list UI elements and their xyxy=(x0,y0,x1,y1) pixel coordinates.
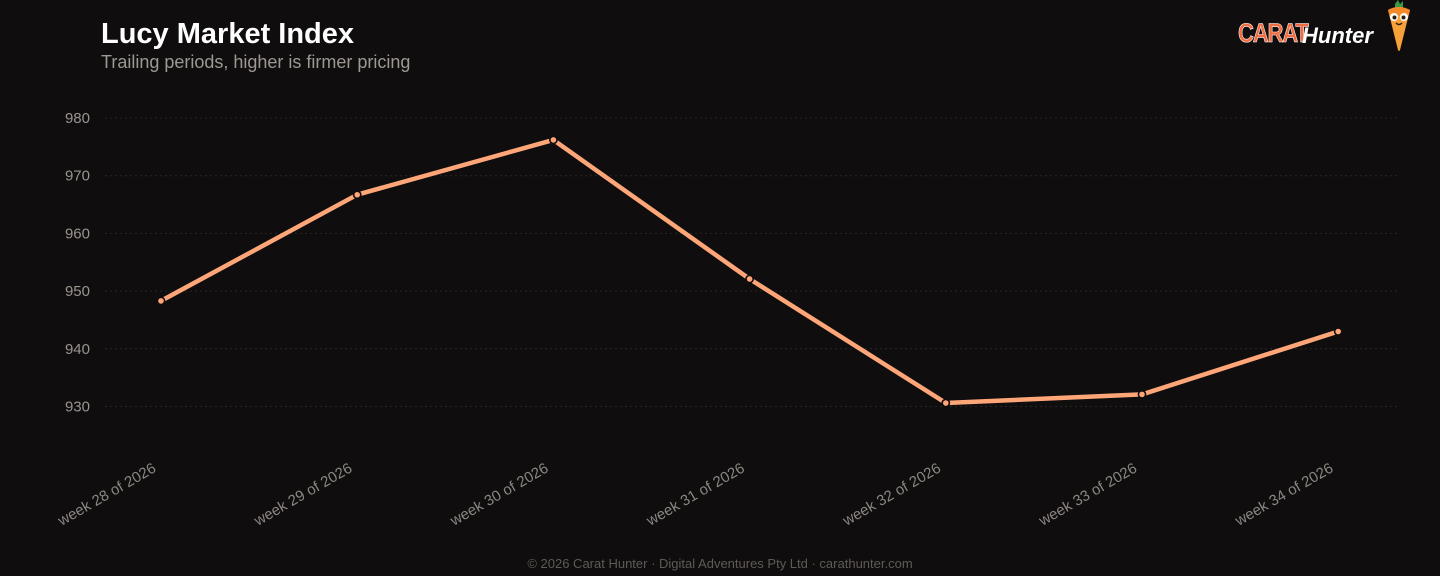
data-point[interactable] xyxy=(549,135,558,145)
x-tick-label: week 33 of 2026 xyxy=(1035,460,1140,530)
x-tick-label: week 34 of 2026 xyxy=(1231,460,1336,530)
data-point[interactable] xyxy=(941,398,951,408)
brand-logo[interactable]: CARAT Hunter xyxy=(1238,0,1428,56)
y-tick-label: 950 xyxy=(65,283,90,300)
data-point[interactable] xyxy=(745,274,754,284)
data-points xyxy=(156,135,1343,408)
x-axis-ticks: week 28 of 2026 week 29 of 2026 week 30 of… xyxy=(54,460,1336,530)
data-point[interactable] xyxy=(352,190,362,200)
data-point[interactable] xyxy=(1137,389,1147,399)
grid-lines xyxy=(105,117,1398,407)
y-tick-label: 960 xyxy=(65,225,90,242)
data-point[interactable] xyxy=(1333,327,1343,336)
y-tick-label: 980 xyxy=(65,110,90,127)
x-tick-label: week 32 of 2026 xyxy=(839,460,944,530)
y-tick-label: 940 xyxy=(65,341,90,358)
data-point[interactable] xyxy=(156,296,166,306)
x-tick-label: week 28 of 2026 xyxy=(54,460,159,530)
brand-hunter-wordmark: Hunter xyxy=(1302,23,1373,48)
series-line xyxy=(158,137,1341,406)
brand-carat-wordmark: CARAT xyxy=(1238,18,1309,49)
y-tick-label: 930 xyxy=(65,399,90,416)
chart-subtitle: Trailing periods, higher is firmer prici… xyxy=(101,52,411,72)
y-tick-label: 970 xyxy=(65,168,90,185)
x-tick-label: week 29 of 2026 xyxy=(250,460,355,530)
x-tick-label: week 31 of 2026 xyxy=(643,460,748,530)
chart-title: Lucy Market Index xyxy=(101,18,355,50)
x-tick-label: week 30 of 2026 xyxy=(447,460,552,530)
carrot-mascot-icon xyxy=(1388,0,1410,51)
footer-copyright: © 2026 Carat Hunter · Digital Adventures… xyxy=(527,556,913,571)
y-axis-ticks: 930 940 950 960 970 980 xyxy=(65,110,90,416)
